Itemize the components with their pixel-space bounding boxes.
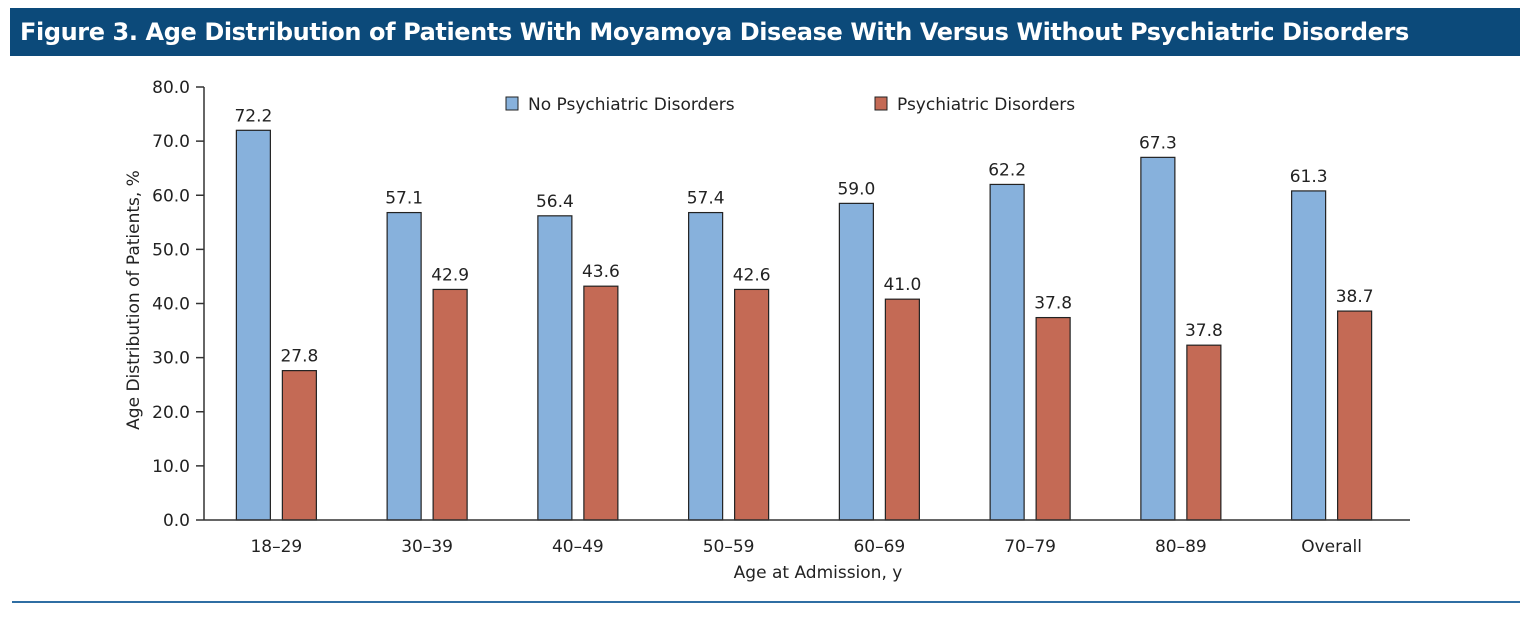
- bottom-rule: [12, 601, 1520, 603]
- bar-value-label: 57.4: [687, 189, 725, 209]
- legend-swatch: [505, 96, 519, 111]
- bar-value-label: 37.8: [1034, 294, 1072, 314]
- bar-value-label: 27.8: [280, 347, 318, 367]
- x-tick-label: 50–59: [703, 537, 755, 557]
- bar-value-label: 67.3: [1139, 133, 1177, 153]
- bar-no-psychiatric-6: [1140, 156, 1176, 521]
- y-tick-label: 80.0: [152, 78, 190, 98]
- y-tick-label: 30.0: [152, 349, 190, 369]
- legend-swatch: [874, 96, 888, 111]
- bar-value-label: 61.3: [1290, 167, 1328, 187]
- legend-label: No Psychiatric Disorders: [528, 95, 735, 115]
- bar-psychiatric-3: [734, 288, 770, 521]
- legend: No Psychiatric Disorders Psychiatric Diso…: [505, 95, 1075, 115]
- x-tick-label: 70–79: [1004, 537, 1056, 557]
- bar-value-labels: 72.2 27.8 57.1 42.9 56.4 43.6 57.4 42.6 59.0 41.0…: [234, 106, 1373, 366]
- x-tick-label: 80–89: [1155, 537, 1207, 557]
- x-axis: 18–29 30–39 40–49 50–59 60–69 70–79 80–89 Overa…: [204, 519, 1410, 557]
- y-tick-label: 0.0: [163, 511, 190, 531]
- bar-psychiatric-2: [583, 285, 619, 521]
- bar-no-psychiatric-2: [537, 215, 573, 521]
- bar-value-label: 56.4: [536, 192, 574, 212]
- y-tick-label: 60.0: [152, 186, 190, 206]
- bar-psychiatric-0: [281, 370, 317, 521]
- y-tick-label: 40.0: [152, 295, 190, 315]
- bar-value-label: 57.1: [385, 189, 423, 209]
- bar-no-psychiatric-4: [838, 202, 874, 521]
- bar-psychiatric-6: [1186, 344, 1222, 521]
- bar-value-label: 43.6: [582, 262, 620, 282]
- y-tick-label: 70.0: [152, 132, 190, 152]
- bar-psychiatric-5: [1035, 316, 1071, 521]
- legend-label: Psychiatric Disorders: [897, 95, 1075, 115]
- bar-no-psychiatric-3: [688, 211, 724, 521]
- y-axis: 0.0 10.0 20.0 30.0 40.0 50.0 60.0 70.0 80.0: [152, 78, 205, 531]
- bar-value-label: 38.7: [1336, 287, 1374, 307]
- x-axis-title: Age at Admission, y: [734, 563, 903, 583]
- x-tick-label: 30–39: [401, 537, 453, 557]
- bar-psychiatric-7: [1337, 310, 1373, 521]
- bar-no-psychiatric-7: [1291, 190, 1327, 521]
- figure-title: Figure 3. Age Distribution of Patients W…: [10, 8, 1520, 56]
- x-tick-label: 60–69: [853, 537, 905, 557]
- bar-value-label: 41.0: [883, 275, 921, 295]
- x-tick-label: Overall: [1301, 537, 1362, 557]
- y-tick-label: 20.0: [152, 403, 190, 423]
- bar-psychiatric-4: [884, 298, 920, 521]
- y-tick-label: 10.0: [152, 457, 190, 477]
- bar-value-label: 59.0: [837, 179, 875, 199]
- bar-no-psychiatric-1: [386, 211, 422, 521]
- bar-value-label: 62.2: [988, 160, 1026, 180]
- bar-value-label: 37.8: [1185, 321, 1223, 341]
- bar-no-psychiatric-0: [235, 129, 271, 521]
- bar-value-label: 72.2: [234, 106, 272, 126]
- bar-no-psychiatric-5: [989, 183, 1025, 521]
- bar-value-label: 42.6: [733, 265, 771, 285]
- y-axis-title: Age Distribution of Patients, %: [124, 170, 144, 430]
- x-tick-label: 40–49: [552, 537, 604, 557]
- y-tick-label: 50.0: [152, 240, 190, 260]
- bar-value-label: 42.9: [431, 265, 469, 285]
- bars: [235, 129, 1373, 521]
- x-tick-label: 18–29: [250, 537, 302, 557]
- bar-psychiatric-1: [432, 288, 468, 521]
